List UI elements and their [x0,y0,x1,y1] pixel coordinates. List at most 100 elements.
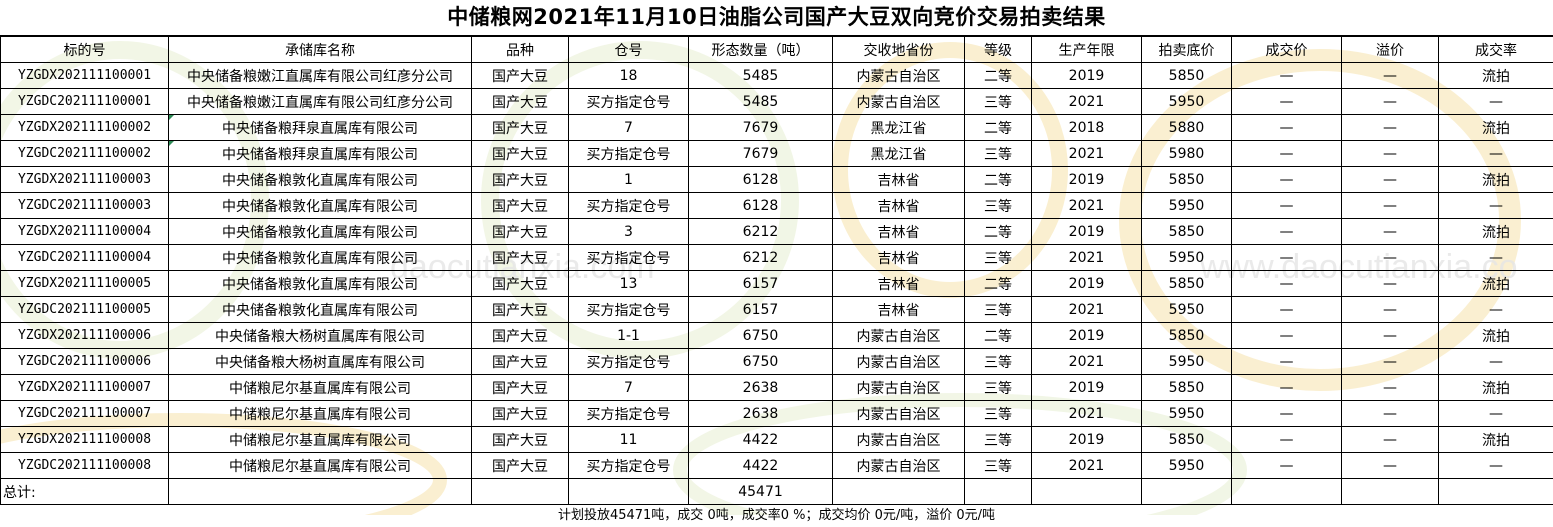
variety-cell: 国产大豆 [472,349,569,375]
bin-cell: 1 [569,167,689,193]
header-cell: 交收地省份 [833,37,965,63]
lot-id-cell: YZGDX202111100001 [1,63,169,89]
grade-cell: 三等 [965,453,1032,479]
header-cell: 形态数量（吨） [689,37,833,63]
grade-cell: 三等 [965,401,1032,427]
deal-rate-cell: 流拍 [1439,427,1553,453]
lot-id-cell: YZGDC202111100005 [1,297,169,323]
province-cell: 吉林省 [833,297,965,323]
depot-name-cell: 中储粮尼尔基直属库有限公司 [169,401,472,427]
variety-cell: 国产大豆 [472,245,569,271]
bin-cell: 13 [569,271,689,297]
depot-name-cell: 中央储备粮敦化直属库有限公司 [169,245,472,271]
production-year-cell: 2021 [1032,297,1142,323]
lot-id-cell: YZGDX202111100004 [1,219,169,245]
variety-cell: 国产大豆 [472,63,569,89]
province-cell: 黑龙江省 [833,141,965,167]
depot-name-cell: 中央储备粮敦化直属库有限公司 [169,193,472,219]
deal-rate-cell: — [1439,193,1553,219]
deal-rate-cell: 流拍 [1439,375,1553,401]
province-cell: 内蒙古自治区 [833,349,965,375]
deal-price-cell: — [1232,427,1342,453]
lot-id-cell: YZGDC202111100002 [1,141,169,167]
lot-id-cell: YZGDX202111100002 [1,115,169,141]
production-year-cell: 2019 [1032,323,1142,349]
production-year-cell: 2021 [1032,349,1142,375]
production-year-cell: 2019 [1032,167,1142,193]
deal-price-cell: — [1232,193,1342,219]
production-year-cell: 2019 [1032,63,1142,89]
floor-price-cell: 5950 [1142,401,1232,427]
deal-rate-cell: — [1439,401,1553,427]
deal-rate-cell: 流拍 [1439,219,1553,245]
total-empty-cell [569,479,689,505]
bin-cell: 11 [569,427,689,453]
premium-cell: — [1342,193,1439,219]
bin-cell: 买方指定仓号 [569,89,689,115]
province-cell: 内蒙古自治区 [833,401,965,427]
deal-price-cell: — [1232,89,1342,115]
province-cell: 吉林省 [833,271,965,297]
variety-cell: 国产大豆 [472,401,569,427]
total-qty: 45471 [689,479,833,505]
header-cell: 等级 [965,37,1032,63]
deal-rate-cell: — [1439,245,1553,271]
variety-cell: 国产大豆 [472,323,569,349]
premium-cell: — [1342,375,1439,401]
floor-price-cell: 5850 [1142,63,1232,89]
lot-id-cell: YZGDX202111100007 [1,375,169,401]
grade-cell: 三等 [965,297,1032,323]
deal-price-cell: — [1232,453,1342,479]
lot-id-cell: YZGDC202111100003 [1,193,169,219]
bin-cell: 3 [569,219,689,245]
deal-rate-cell: — [1439,297,1553,323]
production-year-cell: 2021 [1032,453,1142,479]
bin-cell: 买方指定仓号 [569,453,689,479]
variety-cell: 国产大豆 [472,219,569,245]
total-empty-cell [472,479,569,505]
results-table: 标的号 承储库名称 品种 仓号 形态数量（吨） 交收地省份 等级 生产年限 拍卖… [0,36,1553,505]
bin-cell: 买方指定仓号 [569,349,689,375]
variety-cell: 国产大豆 [472,193,569,219]
premium-cell: — [1342,401,1439,427]
grade-cell: 三等 [965,427,1032,453]
depot-name-cell: 中央储备粮嫩江直属库有限公司红彦分公司 [169,89,472,115]
depot-name-cell: 中央储备粮大杨树直属库有限公司 [169,349,472,375]
grade-cell: 二等 [965,271,1032,297]
deal-rate-cell: 流拍 [1439,115,1553,141]
bin-cell: 买方指定仓号 [569,245,689,271]
deal-price-cell: — [1232,63,1342,89]
total-empty-cell [1439,479,1553,505]
province-cell: 吉林省 [833,245,965,271]
lot-id-cell: YZGDC202111100004 [1,245,169,271]
deal-price-cell: — [1232,167,1342,193]
deal-price-cell: — [1232,141,1342,167]
premium-cell: — [1342,219,1439,245]
total-label: 总计: [1,479,169,505]
header-cell: 拍卖底价 [1142,37,1232,63]
lot-id-cell: YZGDC202111100006 [1,349,169,375]
deal-price-cell: — [1232,115,1342,141]
production-year-cell: 2018 [1032,115,1142,141]
floor-price-cell: 5950 [1142,193,1232,219]
province-cell: 吉林省 [833,167,965,193]
grade-cell: 二等 [965,219,1032,245]
lot-id-cell: YZGDC202111100008 [1,453,169,479]
deal-price-cell: — [1232,219,1342,245]
variety-cell: 国产大豆 [472,427,569,453]
production-year-cell: 2021 [1032,193,1142,219]
header-cell: 成交价 [1232,37,1342,63]
total-empty-cell [1142,479,1232,505]
depot-name-cell: 中央储备粮拜泉直属库有限公司 [169,115,472,141]
